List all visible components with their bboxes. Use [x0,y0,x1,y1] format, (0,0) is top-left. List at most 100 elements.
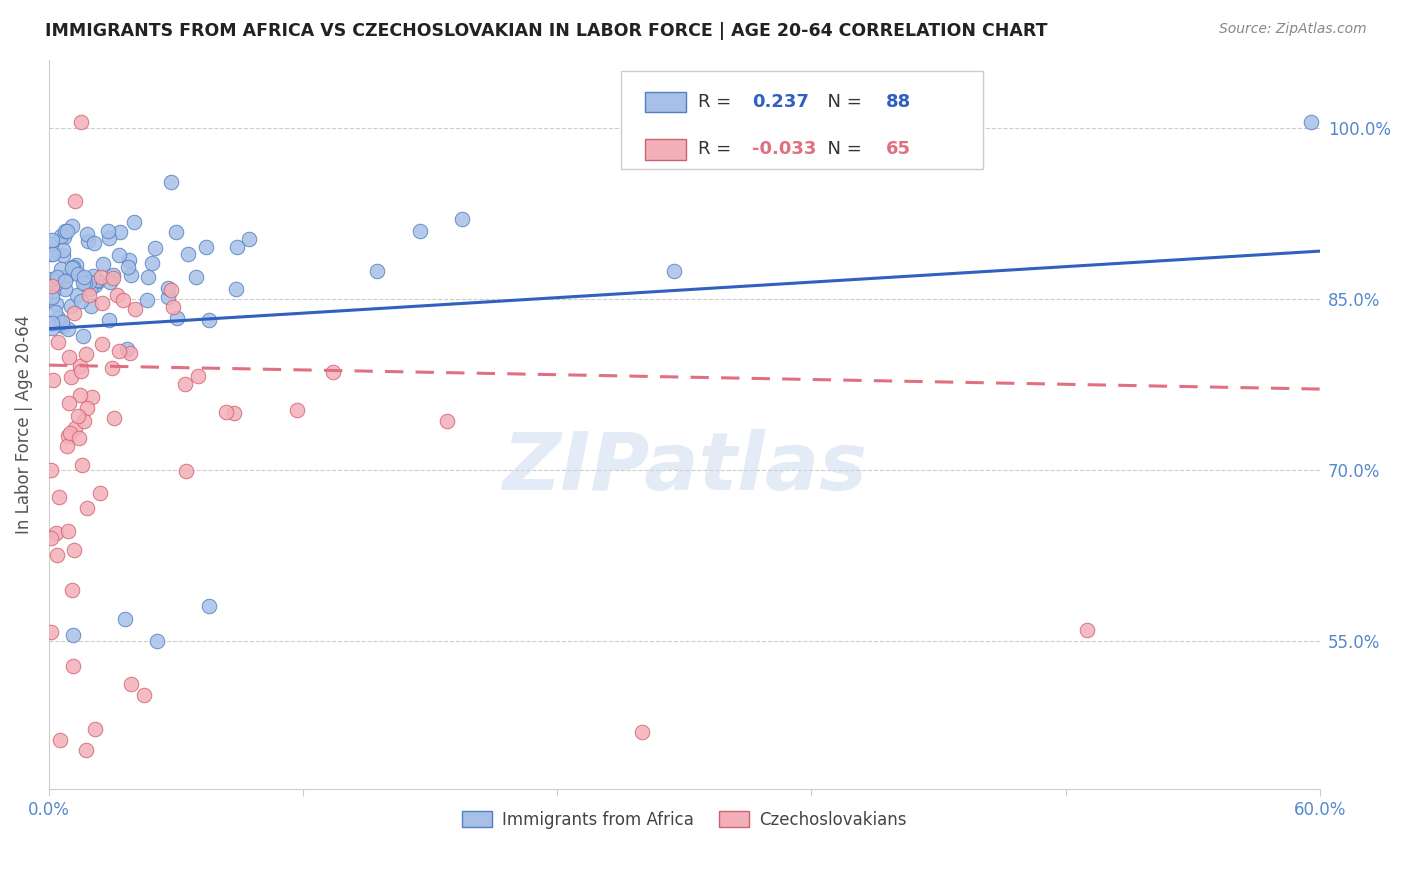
Point [120,268,142,283]
Point [115,342,138,356]
Point [225,282,247,296]
Point [186,270,208,285]
Point [69,388,91,402]
Point [135,293,157,307]
Point [76,501,98,516]
Point [62,628,84,642]
Point [39,246,62,260]
Point [39,531,62,545]
Point [69,359,91,373]
Point [49,733,72,747]
Legend: Immigrants from Africa, Czechoslovakians: Immigrants from Africa, Czechoslovakians [456,805,912,836]
Point [198,313,221,327]
Point [103,411,125,425]
Point [41,272,63,286]
Point [56,224,79,238]
Point [160,175,183,189]
Point [62,659,84,673]
Text: R =: R = [699,93,737,111]
Point [225,240,247,254]
Point [238,232,260,246]
Point [451,212,474,227]
Point [1076,623,1098,637]
Point [117,260,139,274]
Text: 0.237: 0.237 [752,93,808,111]
Point [322,365,344,379]
Point [60,582,83,597]
Point [166,311,188,326]
Point [41,233,63,247]
Point [82,269,104,284]
Point [41,284,63,298]
Point [97,313,120,327]
Point [83,277,105,292]
Point [63,542,86,557]
Text: 65: 65 [886,140,911,159]
Point [77,275,100,289]
Point [75,347,97,361]
Point [173,377,195,392]
Point [101,270,124,285]
Point [52,248,75,262]
Point [82,390,104,404]
Point [110,225,132,239]
Point [45,526,67,541]
Point [83,236,105,251]
Point [41,279,63,293]
Point [91,337,114,351]
Point [779,115,801,129]
Point [91,257,114,271]
Point [157,290,180,304]
Text: N =: N = [817,93,868,111]
Point [187,368,209,383]
Point [63,306,86,320]
Point [141,256,163,270]
Point [194,239,217,253]
Point [53,224,76,238]
Point [42,247,65,261]
Point [124,301,146,316]
Point [89,486,111,500]
Point [73,277,96,291]
FancyBboxPatch shape [645,92,686,112]
Y-axis label: In Labor Force | Age 20-64: In Labor Force | Age 20-64 [15,315,32,534]
Point [83,722,105,736]
Point [408,224,430,238]
Point [177,247,200,261]
Point [46,548,69,562]
Point [51,229,73,244]
Point [72,329,94,343]
Point [56,429,79,443]
Point [41,321,63,335]
Point [65,258,87,272]
Point [59,426,82,441]
Point [146,633,169,648]
Point [56,439,79,453]
Point [45,297,67,311]
Point [46,269,69,284]
Point [41,290,63,304]
Point [87,274,110,288]
Point [132,688,155,702]
Point [46,310,69,325]
Point [56,322,79,336]
Point [62,260,84,274]
Point [662,263,685,277]
Point [97,231,120,245]
Point [59,299,82,313]
Point [114,611,136,625]
Point [69,115,91,129]
Point [90,270,112,285]
Text: N =: N = [817,140,868,159]
Point [174,464,197,478]
Point [1301,115,1323,129]
Point [66,287,89,301]
Point [108,343,131,358]
Point [52,319,75,334]
Point [122,215,145,229]
Point [51,243,73,257]
Point [80,299,103,313]
Point [77,288,100,302]
Point [98,275,121,289]
Text: -0.033: -0.033 [752,140,815,159]
